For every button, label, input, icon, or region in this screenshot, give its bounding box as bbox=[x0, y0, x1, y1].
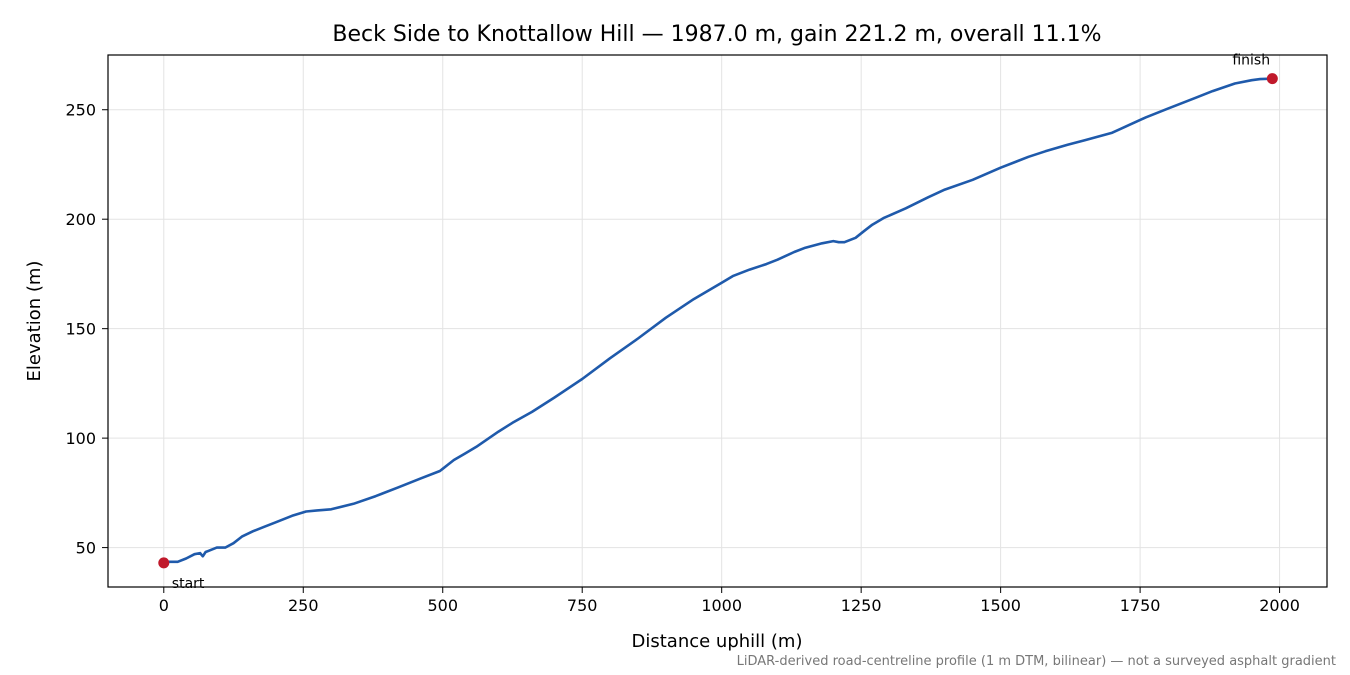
axis-ticks: 0 250 500 750 1000 1250 1500 1750 2000 50 100 150 20… bbox=[65, 101, 1299, 615]
finish-marker bbox=[1266, 73, 1278, 85]
y-tick-label: 250 bbox=[65, 101, 96, 120]
y-tick-label: 150 bbox=[65, 320, 96, 339]
x-tick-label: 1750 bbox=[1120, 596, 1161, 615]
x-tick-label: 750 bbox=[567, 596, 598, 615]
x-tick-label: 2000 bbox=[1259, 596, 1300, 615]
x-tick-label: 250 bbox=[288, 596, 319, 615]
x-tick-label: 1500 bbox=[980, 596, 1021, 615]
x-tick-label: 0 bbox=[159, 596, 169, 615]
plot-frame bbox=[107, 54, 1328, 588]
y-tick-label: 50 bbox=[76, 539, 96, 558]
x-tick-label: 500 bbox=[427, 596, 458, 615]
grid-lines bbox=[108, 55, 1327, 587]
start-label: start bbox=[172, 576, 205, 592]
series-layer bbox=[162, 77, 1274, 565]
start-marker bbox=[158, 557, 170, 569]
y-axis-label: Elevation (m) bbox=[24, 261, 45, 382]
endpoint-markers: start finish bbox=[158, 53, 1278, 592]
source-caption: LiDAR-derived road-centreline profile (1… bbox=[737, 654, 1336, 669]
x-tick-label: 1250 bbox=[841, 596, 882, 615]
finish-label: finish bbox=[1232, 53, 1270, 69]
y-tick-label: 100 bbox=[65, 429, 96, 448]
chart-title: Beck Side to Knottallow Hill — 1987.0 m,… bbox=[332, 22, 1101, 47]
x-axis-label: Distance uphill (m) bbox=[632, 631, 803, 652]
y-tick-label: 200 bbox=[65, 210, 96, 229]
elevation-line bbox=[162, 77, 1274, 565]
x-tick-label: 1000 bbox=[701, 596, 742, 615]
